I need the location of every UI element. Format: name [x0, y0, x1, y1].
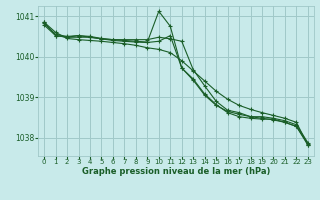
X-axis label: Graphe pression niveau de la mer (hPa): Graphe pression niveau de la mer (hPa): [82, 167, 270, 176]
